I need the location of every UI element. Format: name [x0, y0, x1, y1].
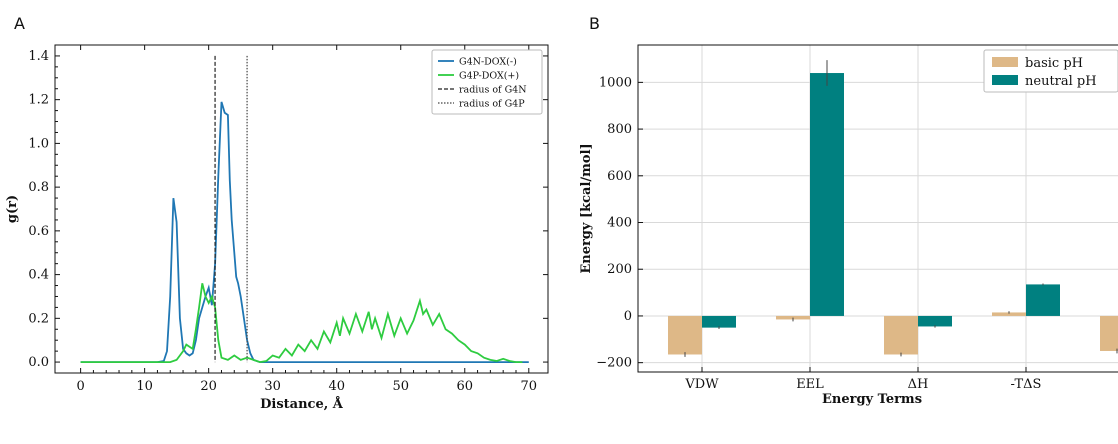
x-tick-label-a: 70 [521, 379, 538, 394]
y-axis-label-b: Energy [kcal/mol] [579, 143, 594, 273]
y-tick-label-b: 800 [607, 122, 632, 137]
y-tick-label-a: 0.0 [28, 355, 49, 370]
panel-letter-b: B [589, 14, 600, 33]
y-tick-label-a: 1.2 [28, 93, 49, 108]
y-tick-label-a: 1.4 [28, 49, 49, 64]
rdf-line-chart: 0 10 20 30 40 50 60 700.00.20.40.60.81.01.21.4 … [5, 44, 549, 412]
x-tick-label-a: 20 [200, 379, 217, 394]
bar-1-2 [918, 315, 952, 327]
panel-letter-a: A [14, 14, 25, 33]
x-tick-label-a: 10 [136, 379, 153, 394]
legend-label-a: radius of G4N [459, 85, 527, 96]
x-axis-label-a: Distance, Å [260, 396, 344, 412]
category-label: VDW [684, 377, 719, 392]
y-tick-label-a: 0.2 [28, 311, 49, 326]
bar-0-3 [992, 312, 1026, 316]
legend-label-a: G4P-DOX(+) [459, 71, 519, 82]
bar-0-4 [1100, 315, 1118, 351]
bar-1-1 [810, 73, 844, 316]
y-tick-label-b: 1000 [599, 75, 632, 90]
y-tick-label-a: 0.6 [28, 224, 49, 239]
category-label: -TΔS [1011, 377, 1042, 392]
category-label: EEL [796, 377, 824, 392]
y-tick-label-b: 200 [607, 262, 632, 277]
y-tick-label-a: 0.8 [28, 180, 49, 195]
x-tick-label-a: 40 [328, 379, 345, 394]
y-tick-label-b: −200 [596, 356, 632, 371]
plot-frame-b [637, 44, 1118, 373]
x-tick-label-a: 0 [76, 379, 84, 394]
legend-box-a [431, 49, 543, 115]
series-line-1 [80, 283, 523, 364]
legend-swatch-b [992, 75, 1018, 85]
x-tick-label-a: 30 [264, 379, 281, 394]
y-axis-label-a: g(r) [5, 195, 20, 223]
legend-label-a: radius of G4P [459, 99, 525, 110]
series-line-0 [80, 101, 529, 363]
legend-swatch-b [992, 57, 1018, 67]
y-tick-label-b: 0 [624, 309, 632, 324]
y-tick-label-b: 400 [607, 216, 632, 231]
legend-a: G4N-DOX(-) G4P-DOX(+) radius of G4N radius … [431, 49, 543, 115]
x-tick-label-a: 60 [456, 379, 473, 394]
legend-label-a: G4N-DOX(-) [459, 57, 517, 68]
bar-1-0 [702, 315, 736, 328]
bar-1-3 [1026, 284, 1060, 316]
legend-b: basic pH neutral pH [983, 49, 1118, 93]
y-tick-label-a: 1.0 [28, 136, 49, 151]
y-tick-label-b: 600 [607, 169, 632, 184]
y-tick-label-a: 0.4 [28, 268, 49, 283]
bar-0-2 [884, 315, 918, 355]
category-label: ΔH [908, 377, 929, 392]
legend-label-b: neutral pH [1025, 74, 1097, 89]
legend-label-b: basic pH [1025, 56, 1083, 71]
x-axis-label-b: Energy Terms [822, 392, 922, 407]
x-tick-label-a: 50 [392, 379, 409, 394]
bar-0-0 [668, 315, 702, 355]
